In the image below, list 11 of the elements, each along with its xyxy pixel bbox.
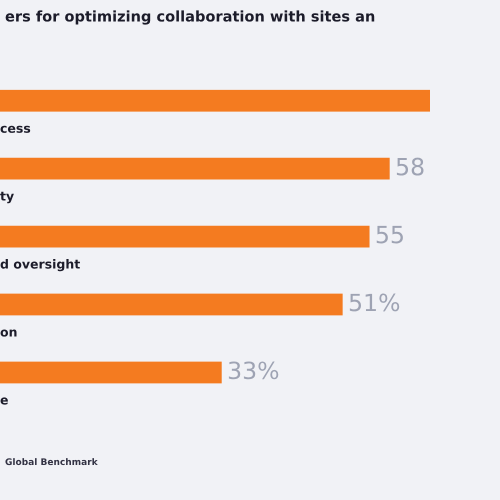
y-tick-label: ty	[0, 192, 14, 204]
text: Global Benchmark	[5, 458, 98, 466]
data-label: 55	[376, 226, 403, 244]
chart-title: ers for optimizing collaboration with sites an	[6, 10, 374, 25]
data-label: 58	[396, 158, 424, 176]
data-label: 51%	[350, 294, 400, 312]
y-tick-label: on	[0, 330, 17, 337]
y-tick-label: cess	[0, 126, 30, 133]
y-tick-label: d oversight	[0, 259, 80, 272]
data-label: 33%	[228, 361, 278, 380]
y-tick-label: e	[0, 397, 8, 405]
